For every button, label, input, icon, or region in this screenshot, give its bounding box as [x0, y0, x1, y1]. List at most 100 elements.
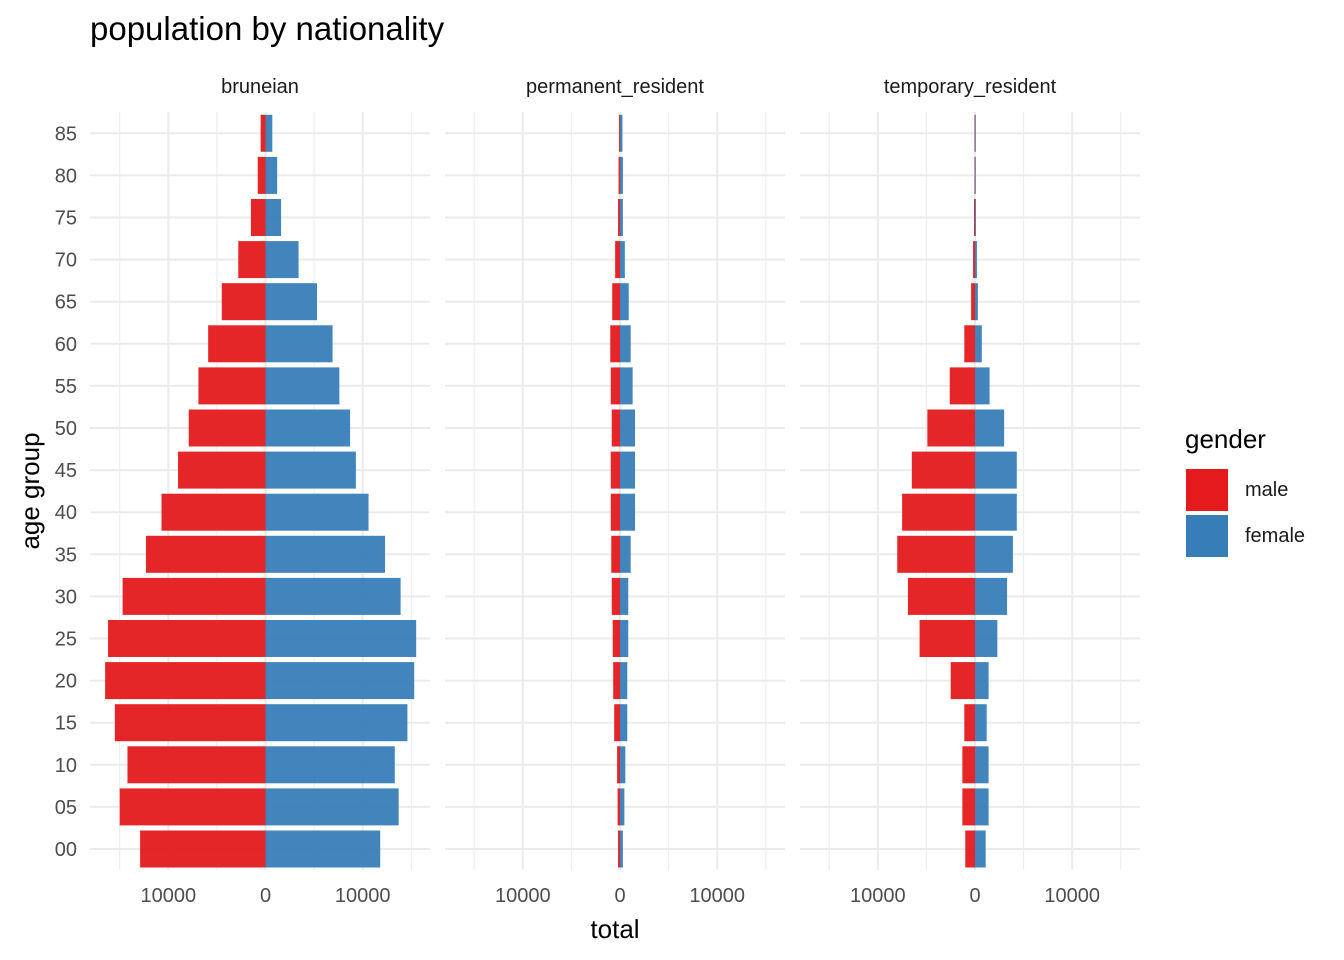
bar-female-75	[975, 199, 976, 236]
bar-male-70	[615, 241, 620, 279]
bar-female-50	[265, 409, 351, 447]
bar-male-65	[971, 283, 975, 321]
x-tick-label: 0	[614, 885, 625, 907]
bar-female-45	[975, 451, 1017, 489]
bar-male-00	[965, 830, 975, 868]
bar-male-65	[612, 283, 620, 321]
bar-female-05	[265, 788, 399, 826]
bar-male-25	[919, 620, 975, 657]
bar-female-30	[620, 577, 629, 615]
y-tick-label: 80	[55, 165, 77, 187]
y-tick-label: 25	[55, 629, 77, 651]
bar-male-80	[257, 156, 266, 194]
y-tick-label: 40	[55, 502, 77, 524]
bar-female-80	[975, 156, 976, 194]
bar-female-10	[975, 746, 989, 784]
legend-item-male: male	[1186, 469, 1288, 511]
bar-male-85	[974, 114, 976, 152]
bar-male-30	[122, 577, 266, 615]
bar-female-50	[620, 409, 636, 447]
bar-female-40	[620, 493, 636, 531]
chart-title: population by nationality	[90, 10, 445, 47]
bar-female-85	[265, 114, 273, 152]
bar-female-00	[265, 830, 381, 868]
facet-label-permanent_resident: permanent_resident	[526, 76, 704, 98]
bar-female-20	[265, 662, 415, 700]
bar-male-60	[964, 325, 975, 363]
x-axis-title: total	[590, 914, 639, 944]
x-tick-label: 0	[260, 885, 271, 907]
bar-male-10	[962, 746, 975, 784]
bar-male-15	[114, 704, 266, 742]
bar-female-15	[620, 704, 628, 742]
bar-male-35	[145, 535, 266, 573]
bar-male-40	[610, 493, 620, 531]
y-tick-label: 60	[55, 334, 77, 356]
bar-male-25	[108, 620, 266, 657]
bar-male-45	[911, 451, 975, 489]
bar-male-10	[617, 746, 620, 784]
y-tick-label: 65	[55, 292, 77, 314]
bar-female-15	[265, 704, 408, 742]
y-tick-label: 55	[55, 376, 77, 398]
bar-male-00	[618, 830, 620, 868]
bar-female-45	[620, 451, 636, 489]
bar-female-70	[620, 241, 625, 279]
bar-female-65	[265, 283, 318, 321]
bar-male-80	[618, 156, 620, 194]
bar-male-40	[161, 493, 266, 531]
y-tick-label: 15	[55, 713, 77, 735]
bar-female-70	[975, 241, 977, 279]
bar-female-20	[975, 662, 989, 700]
bar-male-85	[260, 114, 266, 152]
bar-female-15	[975, 704, 987, 742]
legend-label-female: female	[1245, 524, 1306, 547]
facet-label-bruneian: bruneian	[221, 76, 299, 98]
bar-male-20	[613, 662, 620, 700]
bar-male-55	[949, 367, 975, 405]
bar-male-35	[611, 535, 620, 573]
bar-male-40	[902, 493, 975, 531]
bar-male-20	[950, 662, 975, 700]
bar-male-75	[974, 199, 975, 236]
bar-female-35	[620, 535, 631, 573]
bar-female-60	[620, 325, 631, 363]
bar-female-70	[265, 241, 299, 279]
bar-male-15	[614, 704, 620, 742]
legend-label-male: male	[1245, 478, 1289, 501]
bar-female-00	[620, 830, 623, 868]
legend-title: gender	[1185, 424, 1266, 454]
bar-female-55	[620, 367, 633, 405]
bar-female-10	[620, 746, 626, 784]
bar-female-60	[975, 325, 982, 363]
legend-item-female: female	[1186, 515, 1305, 557]
bar-female-10	[265, 746, 395, 784]
bar-female-80	[620, 156, 623, 194]
bar-female-25	[620, 620, 629, 657]
x-tick-label: 10000	[140, 885, 196, 907]
bar-female-75	[265, 199, 282, 236]
legend-swatch-male	[1186, 469, 1228, 511]
bar-male-05	[119, 788, 266, 826]
bar-male-50	[188, 409, 266, 447]
y-tick-label: 85	[55, 123, 77, 145]
y-tick-label: 50	[55, 418, 77, 440]
bar-male-50	[927, 409, 975, 447]
y-tick-label: 75	[55, 208, 77, 230]
bar-male-75	[250, 199, 266, 236]
x-tick-label: 10000	[689, 885, 745, 907]
y-tick-label: 00	[55, 839, 77, 861]
bar-male-55	[610, 367, 620, 405]
bar-female-25	[975, 620, 998, 657]
bar-female-65	[975, 283, 978, 321]
x-tick-label: 0	[969, 885, 980, 907]
y-axis-title: age group	[15, 432, 45, 549]
bar-female-05	[975, 788, 989, 826]
bar-male-30	[907, 577, 975, 615]
bar-female-50	[975, 409, 1005, 447]
bar-female-40	[975, 493, 1017, 531]
bar-female-00	[975, 830, 986, 868]
bar-male-75	[618, 199, 620, 236]
bar-male-50	[611, 409, 620, 447]
